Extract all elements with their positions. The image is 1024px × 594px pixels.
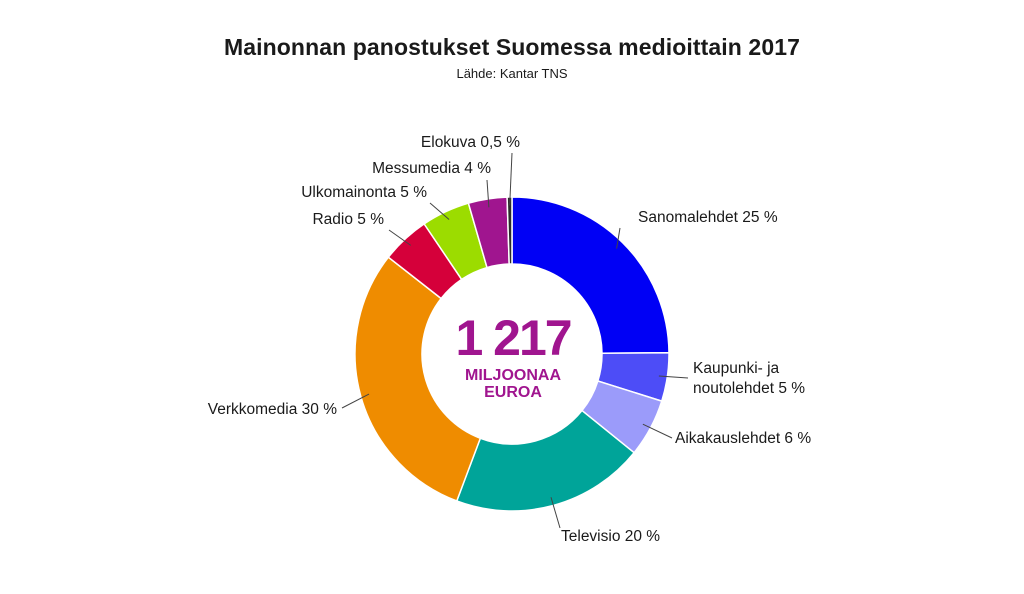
slice-label-3: Televisio 20 % [561,528,660,545]
center-unit-line2: EUROA [484,384,542,401]
leader-line-4 [341,393,370,409]
slice-label-6: Ulkomainonta 5 % [301,184,427,201]
chart-subtitle: Lähde: Kantar TNS [456,66,568,81]
slice-label-5: Radio 5 % [312,211,384,228]
slice-label-4: Verkkomedia 30 % [208,401,337,418]
leader-line-8 [509,152,513,206]
slice-label-8: Elokuva 0,5 % [421,134,520,151]
slice-8 [506,196,513,265]
slice-labels: Sanomalehdet 25 % Kaupunki- ja noutolehdet… [208,134,812,545]
slice-label-7: Messumedia 4 % [372,160,491,177]
leader-line-7 [486,179,490,208]
leader-line-3 [550,497,561,529]
center-unit-line1: MILJOONAA [465,367,561,384]
leader-line-1 [658,375,689,379]
leader-line-6 [429,202,450,220]
center-total: 1 217 MILJOONAA EUROA [455,310,572,401]
center-total-value: 1 217 [455,310,570,366]
slice-0 [511,196,670,355]
chart-title: Mainonnan panostukset Suomessa medioitta… [223,34,800,60]
leader-line-5 [388,229,412,246]
leader-lines [341,152,689,529]
slice-4 [354,256,482,502]
leader-line-2 [642,423,673,439]
slice-label-0: Sanomalehdet 25 % [638,209,778,226]
slice-label-1: Kaupunki- ja noutolehdet 5 % [693,360,805,397]
leader-line-0 [616,227,621,249]
slice-label-2: Aikakauslehdet 6 % [675,430,811,447]
